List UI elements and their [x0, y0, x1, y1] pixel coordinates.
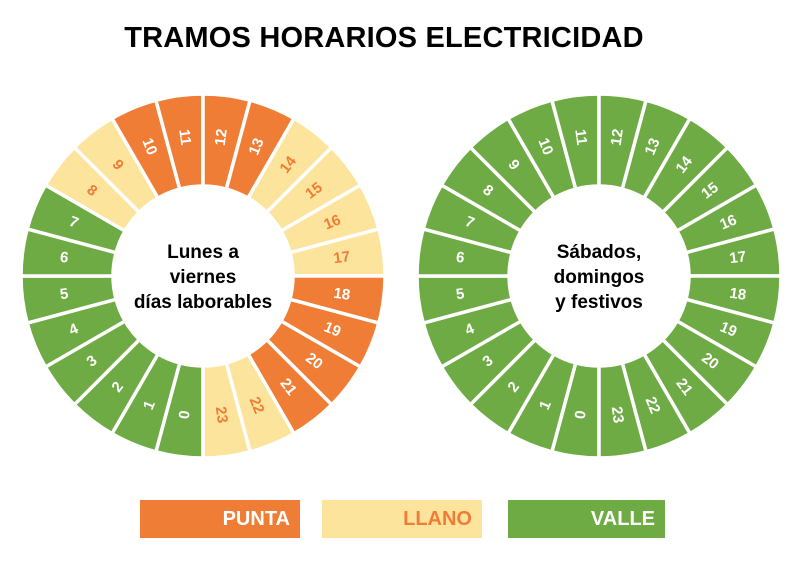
hour-label: 10	[534, 136, 556, 158]
clock-center-label: Sábados,	[557, 242, 641, 263]
legend-llano: LLANO	[322, 500, 482, 538]
hour-label: 5	[59, 285, 69, 303]
hour-label: 23	[212, 405, 231, 424]
hour-label: 12	[212, 128, 231, 147]
hour-label: 17	[728, 248, 747, 267]
hour-label: 6	[455, 249, 465, 267]
clock-center-label: domingos	[554, 267, 645, 288]
hour-label: 0	[176, 410, 194, 420]
clock-center-label: viernes	[170, 267, 237, 288]
hour-label: 13	[642, 136, 664, 158]
hour-label: 15	[698, 179, 722, 203]
legend-punta: PUNTA	[140, 500, 300, 538]
hour-label: 15	[302, 179, 326, 203]
hour-segment-llano	[201, 360, 253, 460]
hour-label: 23	[608, 405, 627, 424]
hour-label: 17	[332, 248, 351, 267]
hour-label: 10	[138, 136, 160, 158]
hour-label: 20	[698, 349, 722, 373]
hour-label: 18	[332, 285, 351, 304]
hour-label: 21	[672, 375, 696, 399]
hour-label: 22	[246, 394, 268, 416]
hour-label: 20	[302, 349, 326, 373]
legend-valle: VALLE	[508, 500, 665, 538]
hour-label: 6	[59, 249, 69, 267]
hour-label: 19	[321, 319, 343, 341]
clock-center-label: y festivos	[555, 292, 643, 313]
hour-label: 22	[642, 394, 664, 416]
hour-label: 13	[246, 136, 268, 158]
hour-label: 16	[717, 211, 739, 233]
hour-segment-valle	[597, 360, 649, 460]
hour-label: 16	[321, 211, 343, 233]
hour-label: 19	[717, 319, 739, 341]
hour-label: 5	[455, 285, 465, 303]
page-title: TRAMOS HORARIOS ELECTRICIDAD	[124, 22, 644, 54]
hour-label: 18	[728, 285, 747, 304]
hour-label: 11	[175, 128, 194, 146]
hour-label: 12	[608, 128, 627, 147]
clock-center-label: Lunes a	[167, 242, 239, 263]
hour-label: 21	[276, 375, 300, 399]
clock-center-label: días laborables	[134, 292, 272, 313]
hour-label: 0	[572, 410, 590, 420]
hour-label: 11	[571, 128, 590, 146]
